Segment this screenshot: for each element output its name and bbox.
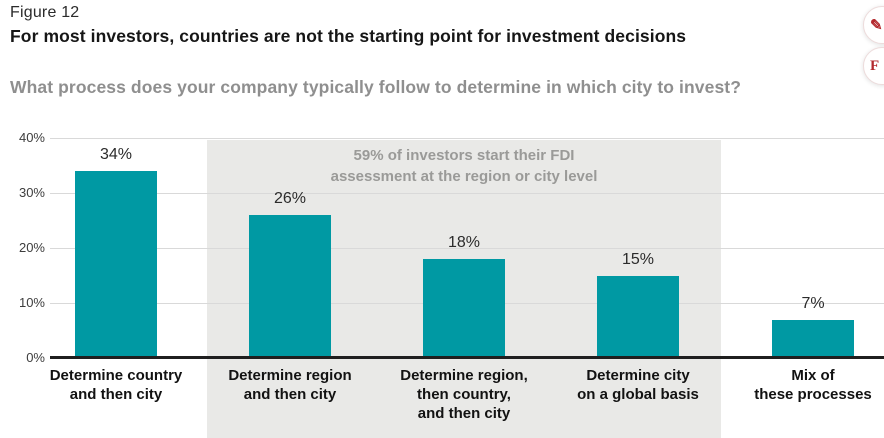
y-tick-label: 40%: [18, 130, 45, 145]
x-axis-line: [50, 356, 884, 359]
bar: [772, 320, 854, 358]
edit-button[interactable]: ✎: [863, 6, 884, 44]
chart-annotation: 59% of investors start their FDI assessm…: [330, 147, 598, 185]
bar: [75, 171, 157, 357]
bar: [249, 215, 331, 357]
page-title: For most investors, countries are not th…: [10, 26, 687, 46]
bar-value-label: 18%: [447, 234, 481, 251]
bar-value-label: 26%: [273, 190, 307, 207]
category-label: Determine region and then city: [228, 367, 352, 403]
gridline: [50, 138, 884, 139]
y-tick-label: 10%: [18, 295, 45, 310]
bar: [597, 276, 679, 358]
y-tick-label: 30%: [18, 185, 45, 200]
bar-value-label: 15%: [621, 251, 655, 268]
figure-label: Figure 12: [10, 4, 80, 21]
edit-icon: ✎: [870, 17, 883, 34]
y-tick-label: 20%: [18, 240, 45, 255]
category-label: Mix of these processes: [754, 367, 872, 403]
gridline: [50, 193, 884, 194]
bar: [423, 259, 505, 357]
category-label: Determine city on a global basis: [577, 367, 699, 403]
bar-value-label: 7%: [801, 295, 825, 312]
gridline: [50, 248, 884, 249]
y-tick-label: 0%: [26, 350, 45, 365]
chart-question: What process does your company typically…: [10, 77, 741, 97]
bar-value-label: 34%: [99, 146, 133, 163]
category-label: Determine country and then city: [49, 367, 183, 403]
feedback-icon: F: [870, 57, 880, 74]
category-label: Determine region, then country, and then…: [400, 367, 528, 422]
